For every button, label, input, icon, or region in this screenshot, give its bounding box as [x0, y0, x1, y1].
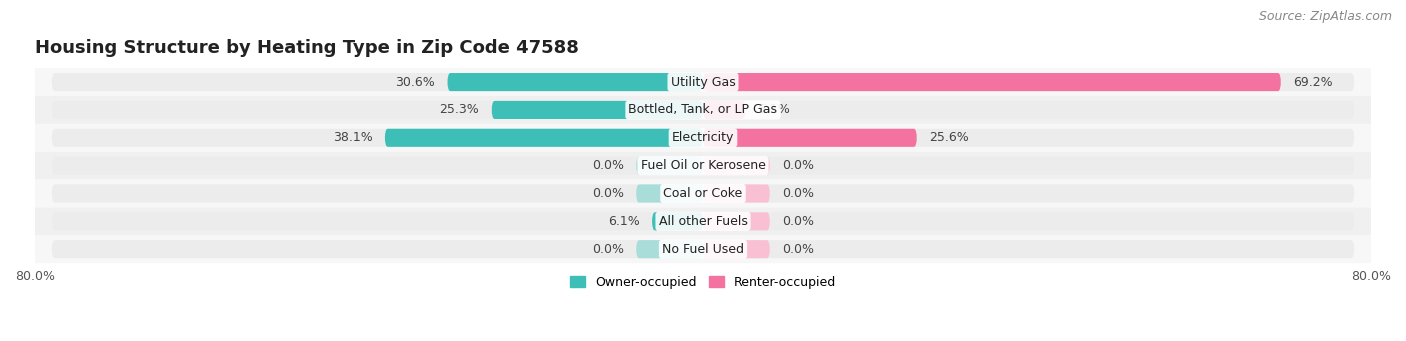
- FancyBboxPatch shape: [52, 73, 1354, 91]
- Text: All other Fuels: All other Fuels: [658, 215, 748, 228]
- FancyBboxPatch shape: [52, 129, 1354, 147]
- Text: 0.0%: 0.0%: [782, 159, 814, 172]
- FancyBboxPatch shape: [385, 129, 703, 147]
- FancyBboxPatch shape: [492, 101, 703, 119]
- FancyBboxPatch shape: [652, 212, 703, 231]
- FancyBboxPatch shape: [703, 157, 770, 175]
- FancyBboxPatch shape: [52, 157, 1354, 175]
- Text: 0.0%: 0.0%: [782, 243, 814, 256]
- FancyBboxPatch shape: [703, 73, 1281, 91]
- Text: 0.0%: 0.0%: [782, 187, 814, 200]
- FancyBboxPatch shape: [636, 184, 703, 203]
- Text: Utility Gas: Utility Gas: [671, 76, 735, 89]
- FancyBboxPatch shape: [35, 152, 1371, 180]
- Text: Electricity: Electricity: [672, 131, 734, 144]
- FancyBboxPatch shape: [52, 212, 1354, 231]
- FancyBboxPatch shape: [52, 101, 1354, 119]
- Text: 25.6%: 25.6%: [929, 131, 969, 144]
- Text: 0.0%: 0.0%: [592, 159, 624, 172]
- FancyBboxPatch shape: [703, 240, 770, 258]
- FancyBboxPatch shape: [35, 235, 1371, 263]
- FancyBboxPatch shape: [52, 184, 1354, 203]
- Text: 6.1%: 6.1%: [607, 215, 640, 228]
- FancyBboxPatch shape: [35, 180, 1371, 207]
- Text: No Fuel Used: No Fuel Used: [662, 243, 744, 256]
- Text: Housing Structure by Heating Type in Zip Code 47588: Housing Structure by Heating Type in Zip…: [35, 39, 579, 57]
- Text: 38.1%: 38.1%: [333, 131, 373, 144]
- FancyBboxPatch shape: [703, 184, 770, 203]
- Legend: Owner-occupied, Renter-occupied: Owner-occupied, Renter-occupied: [565, 271, 841, 294]
- Text: 25.3%: 25.3%: [440, 103, 479, 116]
- FancyBboxPatch shape: [52, 240, 1354, 258]
- FancyBboxPatch shape: [636, 240, 703, 258]
- Text: 30.6%: 30.6%: [395, 76, 434, 89]
- FancyBboxPatch shape: [35, 68, 1371, 96]
- FancyBboxPatch shape: [35, 124, 1371, 152]
- FancyBboxPatch shape: [703, 129, 917, 147]
- FancyBboxPatch shape: [636, 157, 703, 175]
- Text: Coal or Coke: Coal or Coke: [664, 187, 742, 200]
- FancyBboxPatch shape: [447, 73, 703, 91]
- Text: Bottled, Tank, or LP Gas: Bottled, Tank, or LP Gas: [628, 103, 778, 116]
- Text: 0.0%: 0.0%: [592, 187, 624, 200]
- Text: Fuel Oil or Kerosene: Fuel Oil or Kerosene: [641, 159, 765, 172]
- FancyBboxPatch shape: [35, 96, 1371, 124]
- Text: Source: ZipAtlas.com: Source: ZipAtlas.com: [1258, 10, 1392, 23]
- Text: 5.1%: 5.1%: [758, 103, 790, 116]
- FancyBboxPatch shape: [35, 207, 1371, 235]
- Text: 69.2%: 69.2%: [1294, 76, 1333, 89]
- Text: 0.0%: 0.0%: [782, 215, 814, 228]
- FancyBboxPatch shape: [703, 101, 745, 119]
- Text: 0.0%: 0.0%: [592, 243, 624, 256]
- FancyBboxPatch shape: [703, 212, 770, 231]
